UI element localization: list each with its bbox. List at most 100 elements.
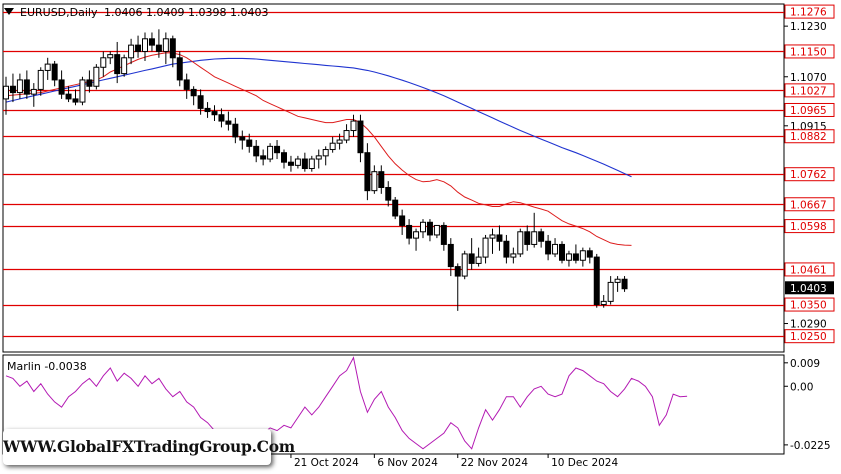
candle-body — [281, 152, 287, 163]
level-price-tag — [784, 167, 835, 182]
time-axis-label: 6 Nov 2024 — [377, 457, 438, 469]
candlesticks — [3, 29, 628, 311]
candle-body — [565, 253, 572, 261]
candle-body — [392, 199, 399, 217]
marlin-line — [5, 356, 688, 450]
candle-body — [86, 79, 93, 87]
candle-body — [30, 88, 37, 95]
candle-body — [406, 224, 413, 239]
candle-body — [385, 186, 392, 201]
candle-body — [600, 300, 607, 306]
candle-body — [315, 155, 322, 160]
candle-body — [308, 158, 315, 170]
candle-body — [197, 95, 204, 109]
symbol-header: EURUSD,Daily — [20, 6, 98, 19]
time-axis-label: 10 Dec 2024 — [551, 457, 618, 469]
level-price-label: 1.1150 — [790, 46, 827, 58]
candle-body — [468, 253, 475, 264]
level-price-tag — [784, 102, 835, 117]
level-price-label: 1.0762 — [790, 169, 827, 181]
watermark-logo: WWW.GlobalFXTradingGroup.Com — [3, 429, 295, 465]
candle-body — [155, 44, 162, 52]
candle-body — [475, 256, 482, 264]
marlin-indicator — [5, 356, 688, 450]
level-price-tag — [784, 197, 835, 212]
candle-body — [489, 234, 496, 239]
candle-body — [260, 155, 267, 160]
candle-body — [246, 139, 253, 147]
candle-body — [517, 231, 524, 255]
candle-body — [148, 38, 155, 46]
candle-body — [253, 145, 260, 157]
support-resistance-levels — [3, 11, 784, 338]
candle-body — [510, 253, 517, 258]
ohlc-header: 1.0406 1.0409 1.0398 1.0403 — [104, 6, 268, 19]
level-price-label: 1.0350 — [790, 300, 827, 312]
candle-body — [100, 57, 107, 68]
candle-body — [433, 224, 440, 236]
candle-body — [496, 234, 503, 242]
level-price-tag — [784, 329, 835, 344]
candle-body — [274, 145, 281, 154]
fast-moving-average-line — [5, 52, 632, 246]
moving-averages — [5, 52, 632, 246]
candle-body — [322, 149, 329, 157]
candle-body — [107, 54, 114, 59]
candle-body — [426, 221, 433, 236]
candle-body — [44, 63, 51, 71]
price-axis-label: 1.0290 — [790, 319, 827, 331]
candle-body — [183, 79, 190, 90]
candle-body — [225, 120, 232, 125]
level-price-label: 1.1276 — [790, 7, 827, 19]
current-price-label: 1.0403 — [790, 283, 827, 295]
level-price-label: 1.1027 — [790, 85, 827, 97]
candle-body — [607, 281, 614, 302]
candle-body — [364, 152, 371, 192]
candle-body — [559, 243, 565, 261]
collapse-arrow-icon[interactable] — [4, 8, 14, 15]
candle-body — [482, 237, 489, 258]
candle-body — [162, 38, 169, 52]
candle-body — [545, 240, 552, 255]
candle-body — [211, 111, 218, 116]
candle-body — [65, 93, 72, 100]
candle-body — [343, 130, 350, 141]
candle-body — [287, 161, 294, 166]
level-price-tag — [784, 297, 835, 312]
indicator-axis-label: 0.00 — [790, 381, 813, 393]
candle-body — [329, 142, 336, 151]
level-price-tag — [784, 129, 835, 144]
candle-body — [593, 256, 600, 306]
candle-body — [58, 79, 65, 95]
candle-body — [93, 66, 100, 87]
level-price-tag — [784, 4, 835, 19]
candle-body — [371, 171, 378, 192]
candle-body — [336, 139, 343, 144]
level-price-tag — [784, 219, 835, 234]
candle-body — [9, 85, 16, 94]
price-axis-label: 1.1070 — [790, 72, 827, 84]
indicator-panel-frame — [2, 354, 785, 455]
candle-body — [447, 243, 454, 268]
candle-body — [524, 231, 531, 245]
candle-body — [399, 215, 406, 226]
candle-body — [51, 63, 58, 81]
candle-body — [23, 79, 30, 95]
candle-body — [128, 44, 135, 59]
candle-body — [350, 120, 357, 132]
candle-body — [190, 88, 197, 97]
level-price-label: 1.0461 — [790, 264, 827, 276]
time-axis-label: 21 Oct 2024 — [294, 457, 359, 469]
candle-body — [440, 224, 447, 245]
frames — [2, 3, 785, 455]
candle-body — [218, 114, 225, 122]
level-price-label: 1.0598 — [790, 221, 827, 233]
candle-body — [114, 54, 121, 75]
level-price-label: 1.0250 — [790, 331, 827, 343]
candle-body — [621, 278, 628, 290]
candle-body — [79, 79, 86, 103]
candle-body — [614, 278, 621, 283]
candle-body — [454, 266, 461, 277]
